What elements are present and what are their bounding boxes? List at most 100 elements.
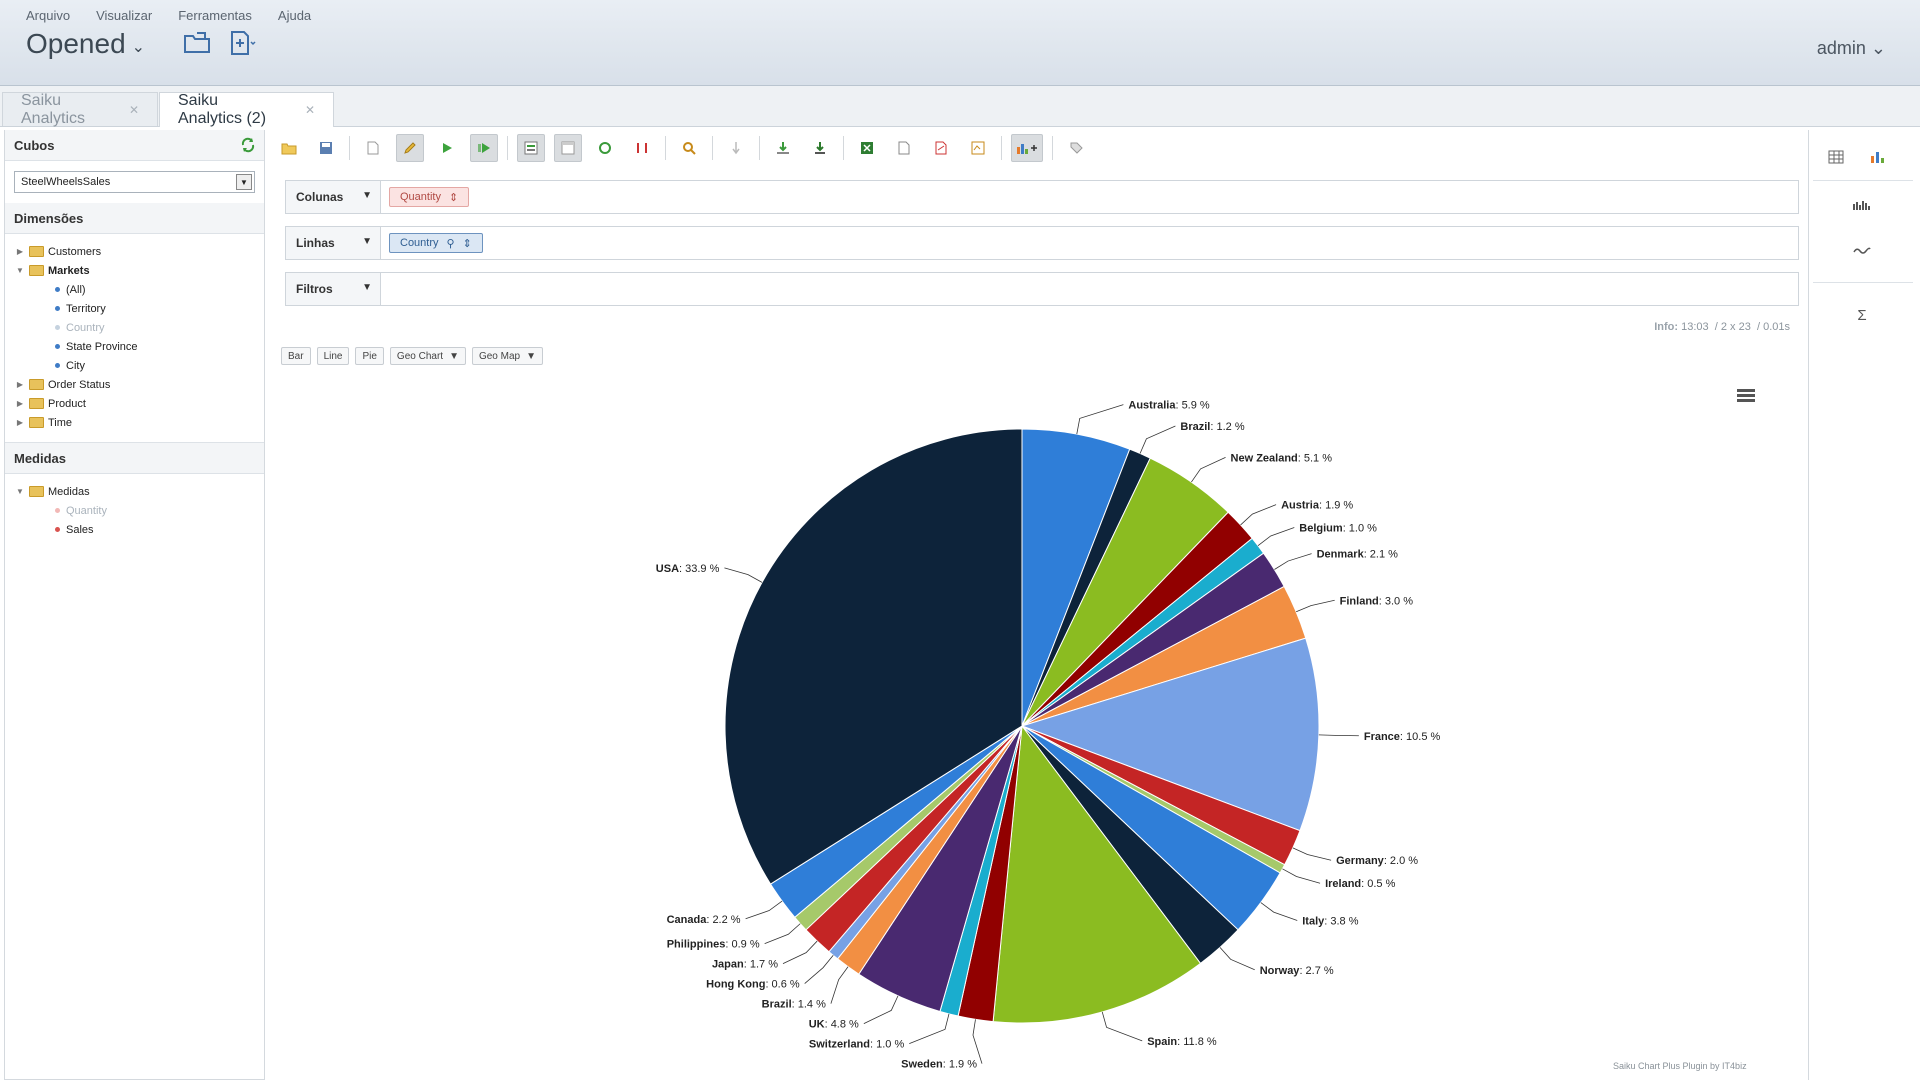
pie-label-connector bbox=[1191, 457, 1226, 483]
tree-markets[interactable]: ▼ Markets bbox=[15, 261, 264, 280]
menu-visualizar[interactable]: Visualizar bbox=[96, 8, 153, 23]
pie-label-connector bbox=[1257, 527, 1295, 546]
chevron-down-icon[interactable]: ▼ bbox=[362, 236, 372, 247]
menu-ajuda[interactable]: Ajuda bbox=[277, 8, 312, 23]
expand-icon[interactable]: ▶ bbox=[16, 380, 24, 389]
right-sidebar: Σ bbox=[1808, 130, 1917, 1080]
axis-label-text: Filtros bbox=[296, 282, 333, 296]
folder-icon bbox=[29, 379, 44, 390]
menu-arquivo[interactable]: Arquivo bbox=[26, 8, 71, 23]
sort-icon[interactable]: ⇕ bbox=[462, 237, 472, 250]
new-query-icon[interactable] bbox=[359, 134, 387, 162]
sum-icon[interactable]: Σ bbox=[1857, 306, 1867, 324]
tag-icon[interactable] bbox=[1062, 134, 1090, 162]
info-duration: 0.01s bbox=[1763, 321, 1790, 333]
tree-label: Time bbox=[48, 416, 73, 429]
pie-slice-usa[interactable] bbox=[724, 428, 1023, 885]
tree-product[interactable]: ▶ Product bbox=[15, 394, 264, 413]
trend-icon[interactable] bbox=[1849, 238, 1875, 264]
chart-view-icon[interactable] bbox=[1865, 144, 1891, 170]
run-query-icon[interactable] bbox=[433, 134, 461, 162]
chart-pie-button[interactable]: Pie bbox=[355, 347, 384, 365]
pie-label-connector bbox=[764, 923, 801, 944]
close-icon[interactable]: ✕ bbox=[304, 103, 315, 117]
export-pdf-icon[interactable] bbox=[927, 134, 955, 162]
measure-label: Sales bbox=[66, 523, 94, 536]
level-territory[interactable]: Territory bbox=[15, 299, 264, 318]
rows-axis[interactable]: Linhas ▼ Country ⚲ ⇕ bbox=[285, 226, 1799, 260]
non-empty-icon[interactable] bbox=[628, 134, 656, 162]
table-view-icon[interactable] bbox=[1823, 144, 1849, 170]
drill-down-icon[interactable] bbox=[722, 134, 750, 162]
zoom-icon[interactable] bbox=[675, 134, 703, 162]
collapse-icon[interactable]: ▼ bbox=[16, 487, 24, 496]
add-chart-icon[interactable] bbox=[1011, 134, 1043, 162]
chart-bar-button[interactable]: Bar bbox=[281, 347, 311, 365]
export-icon[interactable] bbox=[769, 134, 797, 162]
columns-label[interactable]: Colunas ▼ bbox=[286, 181, 381, 213]
expand-icon[interactable]: ▶ bbox=[16, 418, 24, 427]
toggle-sidebar-icon[interactable] bbox=[554, 134, 582, 162]
measure-dot-icon bbox=[55, 527, 60, 532]
dimensions-header: Dimensões bbox=[5, 203, 264, 234]
export-csv-icon[interactable] bbox=[890, 134, 918, 162]
left-panel: Cubos SteelWheelsSales ▼ Dimensões ▶ Cus… bbox=[4, 130, 265, 1080]
tree-order-status[interactable]: ▶ Order Status bbox=[15, 375, 264, 394]
chart-button-label: Bar bbox=[288, 350, 304, 362]
edit-query-icon[interactable] bbox=[396, 134, 424, 162]
measure-dot-icon bbox=[55, 508, 60, 513]
expand-icon[interactable]: ▶ bbox=[16, 399, 24, 408]
user-menu[interactable]: admin ⌄ bbox=[1816, 38, 1886, 58]
chart-line-button[interactable]: Line bbox=[316, 347, 350, 365]
refresh-icon[interactable] bbox=[240, 137, 256, 153]
export-xls-icon[interactable] bbox=[853, 134, 881, 162]
pie-label-uk: UK: 4.8 % bbox=[809, 1019, 859, 1031]
columns-axis[interactable]: Colunas ▼ Quantity ⇕ bbox=[285, 180, 1799, 214]
rows-pill-country[interactable]: Country ⚲ ⇕ bbox=[389, 233, 483, 253]
chevron-down-icon[interactable]: ▼ bbox=[362, 282, 372, 293]
mdx-icon[interactable] bbox=[964, 134, 992, 162]
refresh-query-icon[interactable] bbox=[591, 134, 619, 162]
chart-geo-map-button[interactable]: Geo Map ▼ bbox=[471, 347, 544, 365]
collapse-icon[interactable]: ▼ bbox=[16, 266, 24, 275]
open-folder-icon[interactable] bbox=[183, 30, 213, 56]
export-all-icon[interactable] bbox=[806, 134, 834, 162]
pie-slice-france[interactable] bbox=[1020, 637, 1320, 832]
tab-saiku-analytics[interactable]: Saiku Analytics ✕ bbox=[2, 92, 158, 127]
level-state-province[interactable]: State Province bbox=[15, 337, 264, 356]
expand-icon[interactable]: ▶ bbox=[16, 247, 24, 256]
chevron-down-icon[interactable]: ▼ bbox=[362, 190, 372, 201]
toggle-fields-icon[interactable] bbox=[517, 134, 545, 162]
close-icon[interactable]: ✕ bbox=[128, 102, 139, 117]
tree-customers[interactable]: ▶ Customers bbox=[15, 242, 264, 261]
filters-axis[interactable]: Filtros ▼ bbox=[285, 272, 1799, 306]
tree-time[interactable]: ▶ Time bbox=[15, 413, 264, 432]
statistics-icon[interactable] bbox=[1849, 192, 1875, 218]
measure-quantity[interactable]: Quantity bbox=[15, 501, 264, 520]
pie-label-connector bbox=[863, 995, 899, 1024]
level-city[interactable]: City bbox=[15, 356, 264, 375]
automatic-execution-icon[interactable] bbox=[470, 134, 498, 162]
tree-measures-folder[interactable]: ▼ Medidas bbox=[15, 482, 264, 501]
level-label: State Province bbox=[66, 340, 138, 353]
open-query-icon[interactable] bbox=[275, 134, 303, 162]
opened-dropdown[interactable]: Opened ⌄ bbox=[26, 28, 145, 60]
new-query-icon[interactable] bbox=[228, 30, 258, 56]
filter-search-icon[interactable]: ⚲ bbox=[446, 237, 455, 250]
columns-pill-quantity[interactable]: Quantity ⇕ bbox=[389, 187, 470, 207]
chart-geo-chart-button[interactable]: Geo Chart ▼ bbox=[389, 347, 466, 365]
level-country[interactable]: Country bbox=[15, 318, 264, 337]
level-all[interactable]: (All) bbox=[15, 280, 264, 299]
cube-select[interactable]: SteelWheelsSales ▼ bbox=[14, 171, 255, 193]
menu-ferramentas[interactable]: Ferramentas bbox=[178, 8, 252, 23]
tab-saiku-analytics-2[interactable]: Saiku Analytics (2) ✕ bbox=[159, 92, 334, 127]
save-icon[interactable] bbox=[312, 134, 340, 162]
chart-menu-icon[interactable] bbox=[1737, 389, 1755, 403]
measure-sales[interactable]: Sales bbox=[15, 520, 264, 539]
sort-icon[interactable]: ⇕ bbox=[448, 191, 459, 204]
filters-label[interactable]: Filtros ▼ bbox=[286, 273, 381, 305]
folder-open-icon bbox=[29, 486, 44, 497]
rows-label[interactable]: Linhas ▼ bbox=[286, 227, 381, 259]
info-time: 13:03 bbox=[1681, 321, 1709, 333]
measure-label: Quantity bbox=[66, 504, 107, 517]
